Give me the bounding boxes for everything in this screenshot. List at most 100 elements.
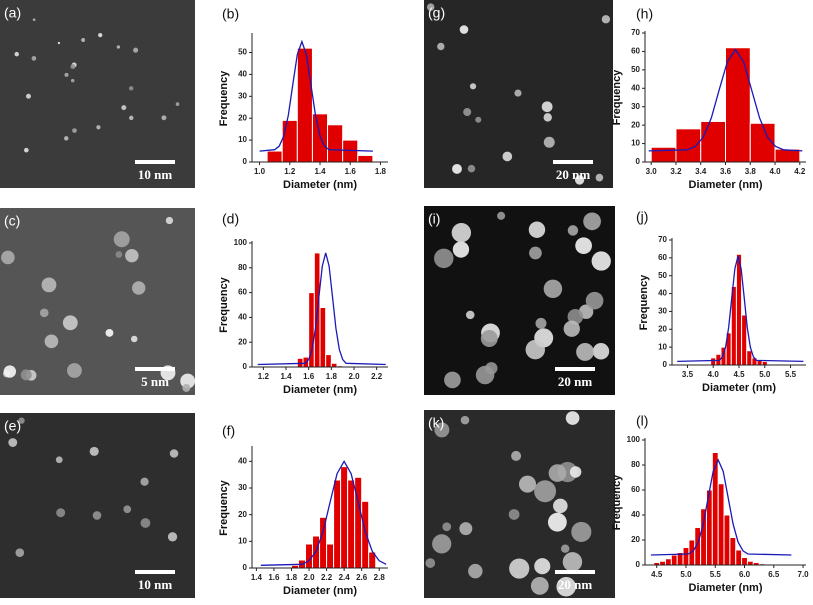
y-axis-label: Frequency [611, 474, 623, 531]
bar [717, 483, 725, 566]
particle [140, 518, 151, 528]
particle [133, 47, 139, 53]
y-tick-label: 50 [631, 65, 640, 74]
particle [67, 363, 82, 378]
x-tick-label: 3.5 [682, 370, 694, 379]
x-tick-label: 1.2 [258, 372, 270, 381]
particle [129, 115, 134, 121]
bar [361, 500, 370, 569]
bar [327, 124, 344, 163]
bar [735, 549, 743, 566]
bar [725, 47, 751, 163]
fit-curve [259, 39, 373, 152]
x-tick-label: 2.2 [371, 372, 383, 381]
particle [140, 477, 149, 486]
particle [480, 330, 498, 348]
particle [121, 105, 127, 111]
y-tick-label: 10 [238, 135, 247, 144]
x-tick-label: 1.2 [284, 167, 296, 176]
x-tick-label: 2.0 [303, 573, 315, 582]
particle [128, 86, 134, 91]
panel-label: (l) [636, 413, 648, 429]
particle [64, 136, 69, 141]
y-tick-label: 60 [631, 47, 640, 56]
bar [749, 122, 776, 163]
y-tick-label: 40 [631, 510, 640, 519]
x-axis-label: Diameter (nm) [283, 585, 357, 597]
x-tick-label: 3.0 [646, 167, 658, 176]
particle [548, 464, 567, 482]
scale-label: 20 nm [556, 167, 590, 182]
y-tick-label: 40 [631, 83, 640, 92]
particle [508, 509, 520, 520]
particle [113, 231, 130, 248]
bar [333, 479, 342, 569]
particle [475, 116, 482, 123]
bar [670, 554, 678, 566]
particle [530, 576, 549, 595]
bar [741, 314, 748, 366]
particle [437, 42, 445, 51]
x-tick-label: 3.4 [695, 167, 707, 176]
particle [442, 522, 452, 532]
y-tick-label: 10 [238, 536, 247, 545]
x-tick-label: 6.0 [739, 570, 751, 579]
particle [534, 480, 557, 503]
histogram-chart: (f) 0 10 20 30 40 1.4 1.6 1.8 2.0 2.2 2.4 2.6 2.8 Diam… [218, 423, 388, 597]
particle [571, 521, 592, 542]
particle [469, 83, 477, 90]
x-tick-label: 4.2 [794, 167, 806, 176]
bar [319, 306, 327, 368]
particle [553, 498, 568, 514]
particle [525, 339, 546, 360]
y-tick-label: 20 [238, 113, 247, 122]
y-tick-label: 30 [238, 91, 247, 100]
micrograph: (g) 20 nm [424, 0, 613, 188]
particle [452, 163, 462, 174]
particle [41, 277, 57, 293]
y-tick-label: 80 [631, 460, 640, 469]
particle [64, 72, 69, 77]
particle [132, 281, 146, 295]
bar [650, 146, 677, 163]
y-tick-label: 40 [238, 456, 247, 465]
x-axis-label: Diameter (nm) [689, 179, 763, 191]
y-tick-label: 50 [658, 271, 667, 280]
particle [569, 466, 582, 478]
bar [347, 479, 356, 569]
panel-label: (d) [222, 211, 239, 227]
histogram-chart: (b) 0 10 20 30 40 50 1.0 1.2 1.4 1.6 1.8 Diameter (n… [218, 6, 388, 191]
scale-label: 5 nm [141, 374, 169, 389]
particle [31, 56, 37, 61]
bar [319, 516, 328, 569]
bar [340, 466, 349, 569]
particle [563, 320, 580, 337]
particle [425, 558, 436, 568]
y-tick-label: 20 [658, 324, 667, 333]
fit-curve [677, 255, 804, 363]
particle [123, 505, 132, 514]
particle [567, 225, 579, 236]
panel-label: (h) [636, 6, 653, 22]
particle [18, 417, 25, 424]
particle [62, 315, 78, 331]
particle [601, 15, 611, 24]
particle [175, 102, 180, 106]
bar [659, 560, 666, 566]
particle [528, 221, 546, 238]
particle [14, 51, 19, 57]
y-tick-label: 40 [238, 313, 247, 322]
x-axis-label: Diameter (nm) [283, 384, 357, 396]
y-tick-label: 30 [658, 307, 667, 316]
particle [459, 25, 469, 34]
particle [81, 37, 86, 42]
bar [664, 558, 672, 566]
panel-label: (k) [428, 415, 444, 431]
x-tick-label: 4.5 [651, 570, 663, 579]
particle [460, 415, 470, 425]
particle [543, 279, 563, 299]
particle [434, 248, 454, 269]
particle [502, 151, 513, 162]
panel-label: (b) [222, 6, 239, 22]
particle [426, 3, 435, 11]
